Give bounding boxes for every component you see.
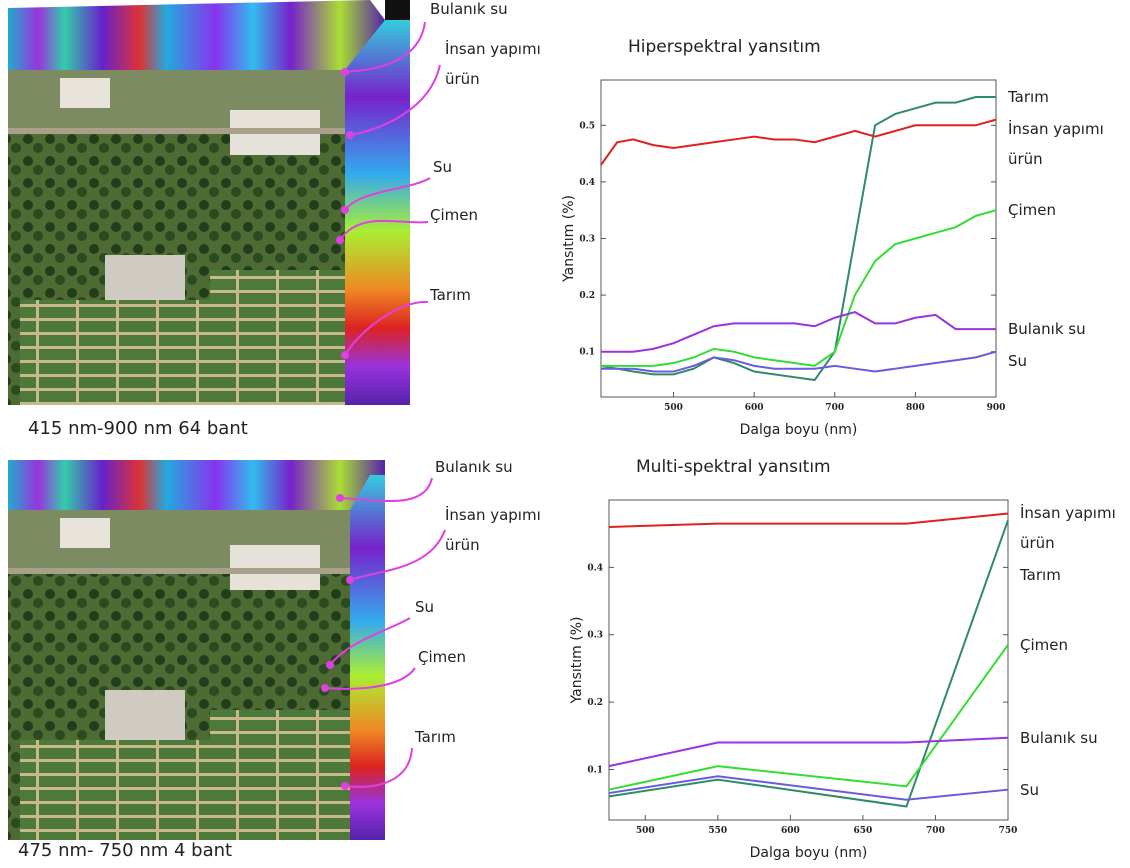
x-tick-label: 700 xyxy=(825,403,844,413)
x-tick-label: 600 xyxy=(745,403,764,413)
series-line xyxy=(601,311,996,353)
legend-label: Su xyxy=(1020,780,1040,799)
legend-label: Su xyxy=(1008,352,1028,371)
caption: 415 nm-900 nm 64 bant xyxy=(28,418,248,439)
hypercube xyxy=(8,460,385,840)
series-line xyxy=(608,644,1009,791)
annotation: Tarım xyxy=(430,286,471,304)
x-tick-label: 500 xyxy=(636,826,655,836)
annotation: Bulanık su xyxy=(435,458,513,476)
x-tick-label: 750 xyxy=(999,826,1018,836)
y-tick-label: 0.5 xyxy=(579,121,595,131)
x-tick-label: 800 xyxy=(906,403,925,413)
series-line xyxy=(601,350,997,373)
annotation: Su xyxy=(415,598,435,616)
leader-lines xyxy=(324,21,446,788)
series-line xyxy=(600,95,996,382)
legend-label: İnsan yapımı ürün xyxy=(1020,504,1116,553)
legend-label: İnsan yapımı ürün xyxy=(1008,119,1104,168)
legend-label: Tarım xyxy=(1008,87,1049,106)
caption: 475 nm- 750 nm 4 bant xyxy=(18,840,233,861)
series-line xyxy=(608,519,1009,808)
legend-label: Bulanık su xyxy=(1020,728,1098,747)
legend-label: Bulanık su xyxy=(1008,320,1086,339)
y-tick-label: 0.1 xyxy=(579,348,595,358)
y-tick-label: 0.2 xyxy=(587,698,603,708)
legend-label: Çimen xyxy=(1008,201,1056,220)
x-axis-label: Dalga boyu (nm) xyxy=(750,845,868,861)
plot-frame xyxy=(600,79,997,398)
series-line xyxy=(608,775,1009,801)
x-tick-label: 550 xyxy=(708,826,727,836)
leader-dots xyxy=(321,68,354,790)
x-tick-label: 900 xyxy=(987,403,1006,413)
chart-title: Hiperspektral yansıtım xyxy=(628,37,821,57)
series-line xyxy=(608,512,1009,528)
x-axis-label: Dalga boyu (nm) xyxy=(740,422,858,438)
hypercube xyxy=(8,0,410,405)
y-tick-label: 0.3 xyxy=(579,235,595,245)
x-tick-label: 600 xyxy=(781,826,800,836)
y-tick-label: 0.4 xyxy=(579,178,595,188)
chart-title: Multi-spektral yansıtım xyxy=(636,457,831,477)
annotation: Bulanık su xyxy=(430,0,508,18)
series-line xyxy=(600,118,997,166)
series-line xyxy=(608,736,1009,768)
x-tick-label: 700 xyxy=(926,826,945,836)
annotation: İnsan yapımı ürün xyxy=(445,506,541,554)
y-tick-label: 0.3 xyxy=(587,631,603,641)
x-tick-label: 650 xyxy=(854,826,873,836)
x-tick-label: 500 xyxy=(664,403,683,413)
plot-frame xyxy=(608,499,1009,821)
y-tick-label: 0.4 xyxy=(587,563,603,573)
y-tick-label: 0.1 xyxy=(587,765,603,775)
y-axis-label: Yansıtım (%) xyxy=(561,195,577,283)
annotation: Tarım xyxy=(415,728,456,746)
series-line xyxy=(601,209,997,367)
annotation: Su xyxy=(433,158,453,176)
annotation: Çimen xyxy=(430,206,478,224)
annotation: Çimen xyxy=(418,648,466,666)
legend-label: Tarım xyxy=(1020,566,1061,585)
annotation: İnsan yapımı ürün xyxy=(445,40,541,88)
y-axis-label: Yansıtım (%) xyxy=(569,617,585,705)
legend-label: Çimen xyxy=(1020,635,1068,654)
y-tick-label: 0.2 xyxy=(579,291,595,301)
